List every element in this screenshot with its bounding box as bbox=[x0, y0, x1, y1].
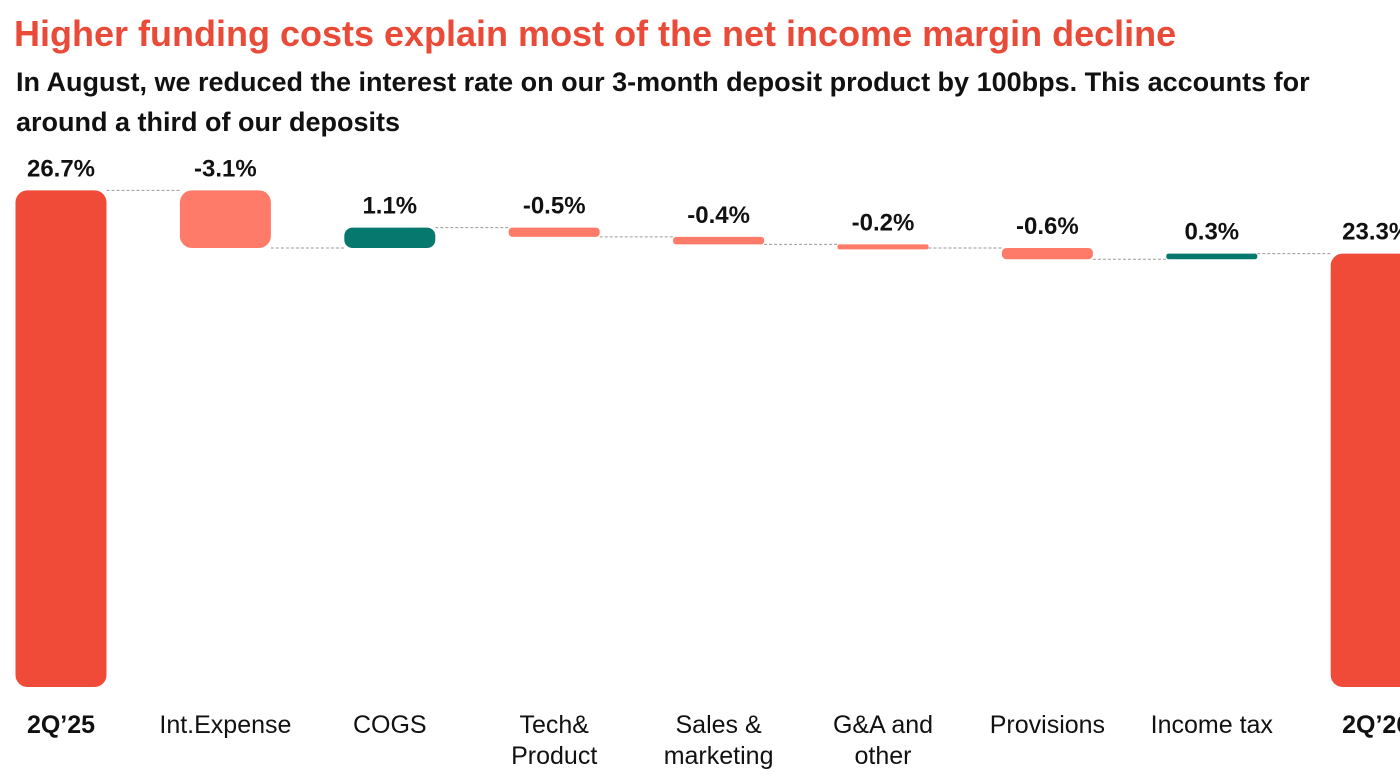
category-label: COGS bbox=[353, 711, 427, 739]
category-label: Provisions bbox=[990, 711, 1105, 739]
category-label: Int.Expense bbox=[159, 711, 291, 739]
value-label: -0.2% bbox=[852, 209, 915, 236]
waterfall-bar bbox=[15, 190, 107, 687]
category-label: Tech& bbox=[519, 711, 589, 739]
waterfall-bar bbox=[1166, 253, 1258, 260]
value-label: 23.3% bbox=[1342, 219, 1400, 246]
value-label: 26.7% bbox=[27, 155, 95, 182]
value-label: -3.1% bbox=[194, 155, 257, 182]
waterfall-bar bbox=[344, 227, 436, 249]
chart-title: Higher funding costs explain most of the… bbox=[14, 13, 1177, 54]
waterfall-bar bbox=[1001, 248, 1093, 260]
category-label: Sales & bbox=[676, 711, 762, 739]
value-label: -0.5% bbox=[523, 193, 586, 220]
category-label: other bbox=[855, 742, 912, 770]
category-label: Product bbox=[511, 742, 597, 770]
category-label: 2Q’25 bbox=[27, 711, 95, 739]
chart-subtitle: In August, we reduced the interest rate … bbox=[16, 67, 1310, 137]
category-label: Income tax bbox=[1151, 711, 1274, 739]
category-label: marketing bbox=[664, 742, 774, 770]
category-label: 2Q’26 bbox=[1342, 711, 1400, 739]
value-label: -0.6% bbox=[1016, 213, 1079, 240]
value-label: -0.4% bbox=[687, 202, 750, 229]
waterfall-bar bbox=[837, 244, 929, 250]
waterfall-bar bbox=[673, 236, 765, 245]
category-label: G&A and bbox=[833, 711, 933, 739]
waterfall-bar bbox=[508, 227, 600, 237]
waterfall-bar bbox=[1330, 253, 1400, 687]
value-label: 0.3% bbox=[1184, 219, 1239, 246]
value-label: 1.1% bbox=[362, 193, 417, 220]
waterfall-bar bbox=[179, 190, 271, 249]
